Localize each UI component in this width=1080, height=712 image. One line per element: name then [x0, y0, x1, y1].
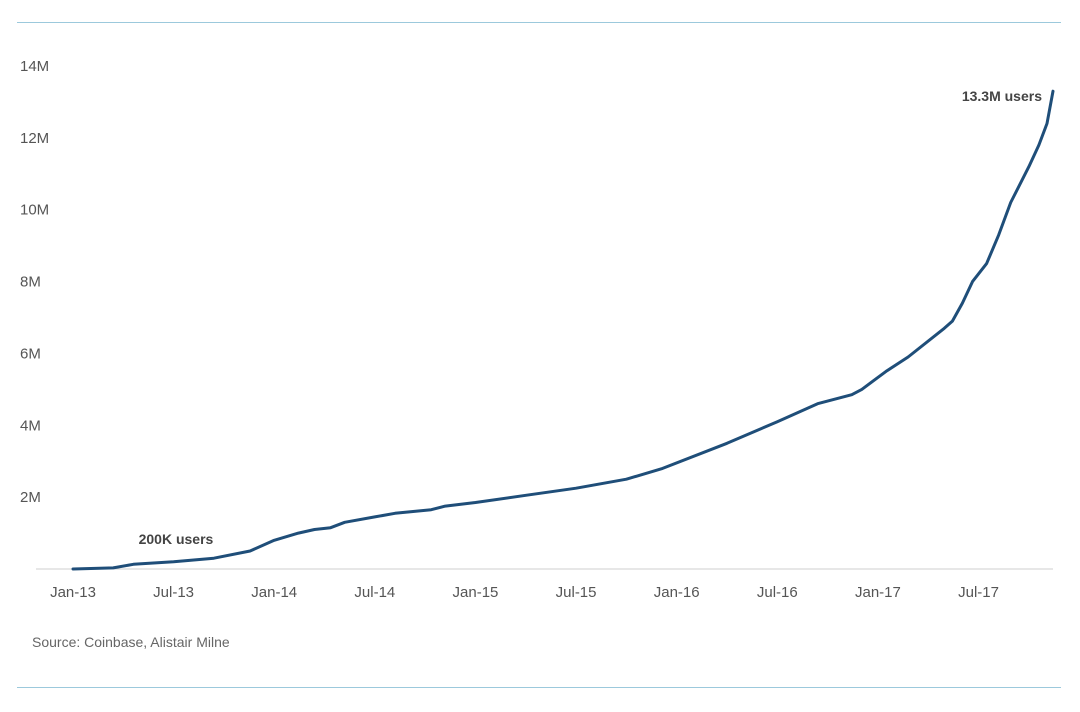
annotation-200k-users: 200K users	[139, 531, 214, 547]
annotation-13-3m-users: 13.3M users	[962, 88, 1042, 104]
top-divider	[17, 22, 1061, 23]
x-tick-label-jul-13: Jul-13	[153, 584, 194, 601]
bottom-divider	[17, 687, 1061, 688]
x-tick-label-jul-14: Jul-14	[354, 584, 395, 601]
x-axis-ticks: Jan-13 Jul-13 Jan-14 Jul-14 Jan-15 Jul-15 Jan-…	[50, 584, 999, 601]
y-tick-label-10m: 10M	[20, 202, 49, 219]
y-axis-ticks: 2M 4M 6M 8M 10M 12M 14M	[20, 58, 49, 506]
x-tick-label-jan-13: Jan-13	[50, 584, 96, 601]
y-tick-label-4m: 4M	[20, 417, 41, 434]
y-tick-label-14m: 14M	[20, 58, 49, 75]
x-tick-label-jan-16: Jan-16	[654, 584, 700, 601]
y-tick-label-8m: 8M	[20, 274, 41, 291]
y-tick-label-12m: 12M	[20, 130, 49, 147]
series-line-coinbase-users	[71, 89, 1055, 571]
source-note: Source: Coinbase, Alistair Milne	[32, 634, 230, 650]
x-tick-label-jul-17: Jul-17	[958, 584, 999, 601]
x-tick-label-jan-14: Jan-14	[251, 584, 297, 601]
x-tick-label-jul-15: Jul-15	[556, 584, 597, 601]
x-tick-label-jul-16: Jul-16	[757, 584, 798, 601]
y-tick-label-2m: 2M	[20, 489, 41, 506]
x-tick-label-jan-15: Jan-15	[453, 584, 499, 601]
y-tick-label-6m: 6M	[20, 345, 41, 362]
x-tick-label-jan-17: Jan-17	[855, 584, 901, 601]
